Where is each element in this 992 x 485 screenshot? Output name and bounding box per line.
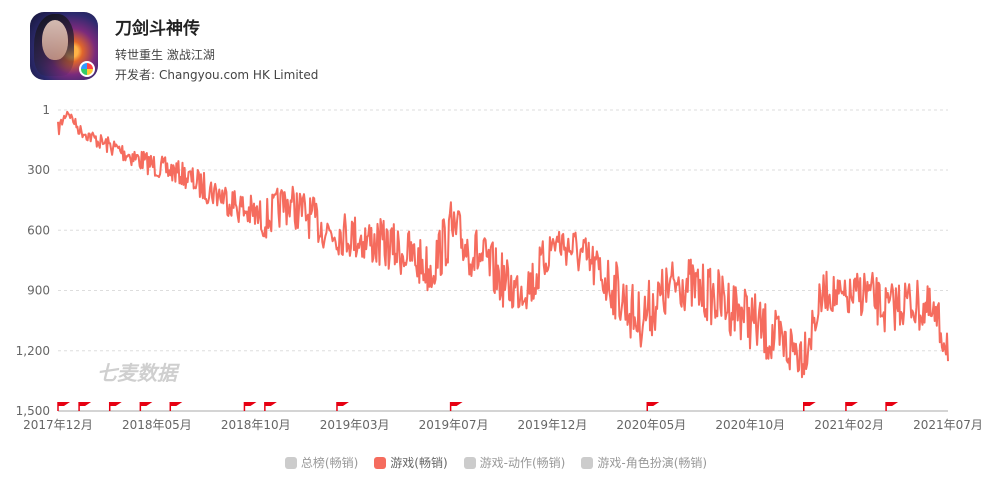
x-tick-label: 2019年07月	[419, 418, 489, 432]
event-flag-icon[interactable]	[108, 402, 122, 411]
x-tick-label: 2018年10月	[221, 418, 291, 432]
app-title: 刀剑斗神传	[115, 19, 200, 39]
y-tick-label: 1,500	[16, 404, 50, 418]
x-tick-label: 2017年12月	[23, 418, 93, 432]
app-subtitle: 转世重生 激战江湖	[115, 48, 215, 62]
x-tick-label: 2021年07月	[913, 418, 983, 432]
legend-swatch	[463, 457, 476, 469]
legend-label: 游戏-角色扮演(畅销)	[597, 456, 708, 470]
developer-name: Changyou.com HK Limited	[159, 68, 319, 82]
event-flag-icon[interactable]	[802, 402, 816, 411]
x-tick-label: 2019年12月	[518, 418, 588, 432]
y-tick-label: 1,200	[16, 344, 50, 358]
x-tick-label: 2018年05月	[122, 418, 192, 432]
legend-label: 游戏-动作(畅销)	[479, 456, 566, 470]
x-tick-label: 2020年10月	[715, 418, 785, 432]
app-icon[interactable]	[30, 12, 98, 80]
event-flag-icon[interactable]	[139, 402, 153, 411]
x-tick-label: 2019年03月	[320, 418, 390, 432]
watermark: 七麦数据	[97, 361, 180, 385]
y-tick-label: 600	[27, 223, 50, 237]
x-tick-label: 2020年05月	[616, 418, 686, 432]
y-tick-label: 900	[27, 284, 50, 298]
event-flag-icon[interactable]	[885, 402, 899, 411]
platform-badge-icon	[79, 61, 95, 77]
event-flag-icon[interactable]	[169, 402, 183, 411]
x-tick-label: 2021年02月	[814, 418, 884, 432]
legend-swatch	[374, 457, 387, 469]
legend-label: 游戏(畅销)	[390, 456, 448, 470]
event-flag-icon[interactable]	[264, 402, 277, 411]
y-tick-label: 300	[27, 163, 50, 177]
event-flag-icon[interactable]	[78, 402, 92, 411]
event-flag-icon[interactable]	[646, 402, 660, 411]
legend-item[interactable]: 游戏-角色扮演(畅销)	[581, 454, 707, 471]
legend-label: 总榜(畅销)	[300, 456, 359, 470]
legend-swatch	[581, 457, 594, 469]
app-developer: 开发者: Changyou.com HK Limited	[115, 66, 318, 83]
app-icon-face	[42, 20, 68, 60]
legend-item[interactable]: 总榜(畅销)	[284, 454, 359, 471]
legend-swatch	[284, 457, 297, 469]
legend-item[interactable]: 游戏(畅销)	[374, 454, 448, 471]
event-flag-icon[interactable]	[336, 402, 349, 411]
y-tick-label: 1	[42, 103, 50, 117]
event-flag-icon[interactable]	[845, 402, 858, 411]
event-flag-icon[interactable]	[243, 402, 257, 411]
series-line-game-grossing	[57, 110, 949, 379]
developer-label: 开发者:	[115, 68, 156, 82]
chart-legend: 总榜(畅销) 游戏(畅销) 游戏-动作(畅销) 游戏-角色扮演(畅销)	[0, 454, 992, 471]
app-header: 刀剑斗神传 转世重生 激战江湖 开发者: Changyou.com HK Limi…	[30, 12, 630, 84]
legend-item[interactable]: 游戏-动作(畅销)	[463, 454, 566, 471]
event-flag-icon[interactable]	[449, 402, 463, 411]
event-flag-icon[interactable]	[57, 402, 70, 411]
